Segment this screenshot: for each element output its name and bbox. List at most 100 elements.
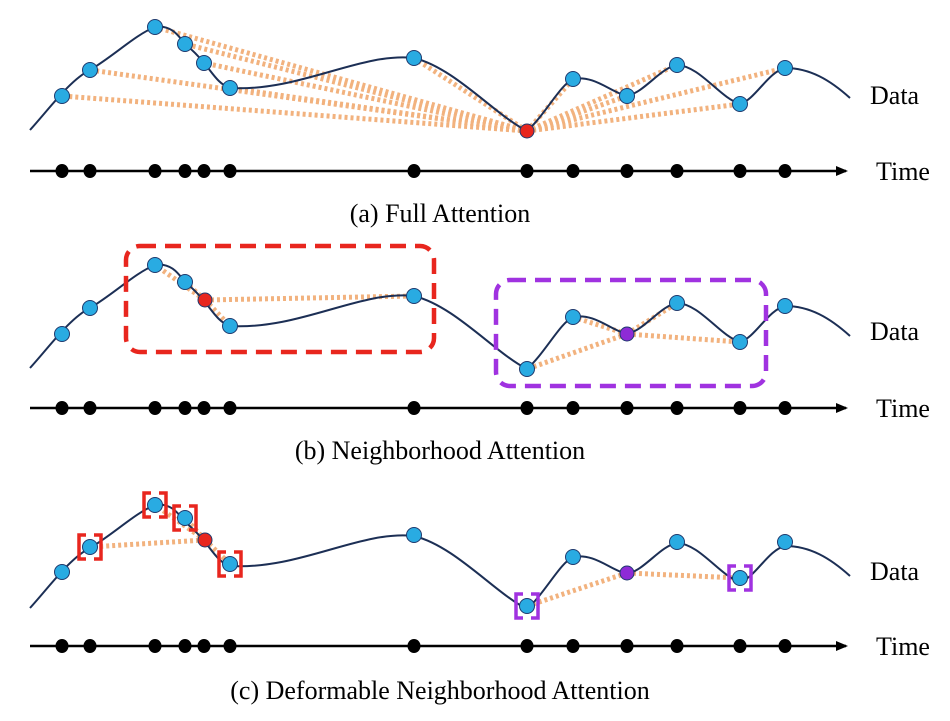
panel-deformable-neighborhood-attention: Data Time (c) Deformable Neighborhood At… [29, 491, 930, 705]
time-step-dot [520, 401, 534, 415]
data-point [222, 556, 238, 572]
data-point [222, 80, 238, 96]
time-label: Time [876, 632, 930, 661]
data-curve [29, 503, 851, 611]
data-point [82, 62, 98, 78]
neighborhood-window-purple [493, 277, 769, 389]
time-step-dot [566, 401, 580, 415]
deformable-bracket-red [217, 550, 243, 578]
data-point [565, 309, 581, 325]
query-point-red [519, 123, 535, 139]
data-curve [29, 25, 851, 133]
time-step-dot [407, 164, 421, 178]
time-step-dot [148, 401, 162, 415]
time-step-dot [83, 401, 97, 415]
time-step-dot [733, 164, 747, 178]
data-point [82, 300, 98, 316]
panel-full-attention: Data Time (a) Full Attention [29, 19, 930, 228]
time-step-dot [566, 164, 580, 178]
data-point [147, 257, 163, 273]
time-step-dot [620, 401, 634, 415]
data-points [54, 257, 793, 377]
time-step-dot [520, 639, 534, 653]
data-point [669, 295, 685, 311]
query-point-purple [619, 326, 635, 342]
data-point [732, 96, 748, 112]
data-point [669, 534, 685, 550]
data-label: Data [870, 557, 920, 586]
attention-links [61, 24, 786, 134]
attention-link [625, 300, 679, 337]
data-point [519, 598, 535, 614]
time-ticks [55, 639, 792, 653]
time-step-dot [733, 639, 747, 653]
data-point [619, 88, 635, 104]
data-point [406, 50, 422, 66]
attention-link [526, 65, 786, 134]
data-point [777, 60, 793, 76]
time-label: Time [876, 394, 930, 423]
data-point [777, 298, 793, 314]
query-point-red [197, 532, 213, 548]
data-point [565, 71, 581, 87]
data-label: Data [870, 317, 920, 346]
time-step-dot [407, 401, 421, 415]
time-step-dot [670, 164, 684, 178]
attention-link [184, 41, 528, 134]
time-step-dot [733, 401, 747, 415]
time-step-dot [520, 164, 534, 178]
time-step-dot [55, 639, 69, 653]
data-point [519, 361, 535, 377]
time-step-dot [223, 639, 237, 653]
time-step-dot [83, 639, 97, 653]
attention-link [626, 331, 741, 345]
time-step-dot [178, 401, 192, 415]
data-label: Data [870, 81, 920, 110]
time-step-dot [620, 164, 634, 178]
deformable-bracket-purple [727, 564, 753, 592]
attention-link [61, 93, 528, 134]
time-step-dot [197, 639, 211, 653]
time-step-dot [407, 639, 421, 653]
data-point [196, 55, 212, 71]
data-point [82, 539, 98, 555]
data-point [177, 274, 193, 290]
attention-link [526, 101, 741, 134]
time-step-dot [223, 401, 237, 415]
time-ticks [55, 164, 792, 178]
time-step-dot [778, 164, 792, 178]
data-point [147, 497, 163, 513]
attention-link [89, 537, 206, 550]
data-points [54, 19, 793, 139]
attention-link [229, 85, 528, 134]
data-point [406, 527, 422, 543]
window-boxes [123, 243, 769, 389]
data-point [732, 334, 748, 350]
deformable-bracket-purple [514, 592, 540, 620]
data-point [406, 288, 422, 304]
panel-caption: (c) Deformable Neighborhood Attention [230, 676, 650, 705]
time-step-dot [620, 639, 634, 653]
time-step-dot [566, 639, 580, 653]
attention-link [626, 570, 741, 581]
attention-link [526, 570, 628, 609]
time-step-dot [197, 401, 211, 415]
deformable-bracket-red [172, 504, 198, 532]
attention-link [203, 60, 528, 134]
data-point [147, 19, 163, 35]
panel-caption: (b) Neighborhood Attention [295, 436, 585, 465]
deformable-bracket-red [77, 533, 103, 561]
data-point [777, 534, 793, 550]
data-point [732, 570, 748, 586]
panel-caption: (a) Full Attention [350, 199, 531, 228]
time-step-dot [223, 164, 237, 178]
time-step-dot [178, 164, 192, 178]
data-point [54, 564, 70, 580]
time-step-dot [778, 639, 792, 653]
window-boxes [77, 491, 753, 620]
time-step-dot [148, 639, 162, 653]
time-step-dot [778, 401, 792, 415]
data-point [565, 549, 581, 565]
